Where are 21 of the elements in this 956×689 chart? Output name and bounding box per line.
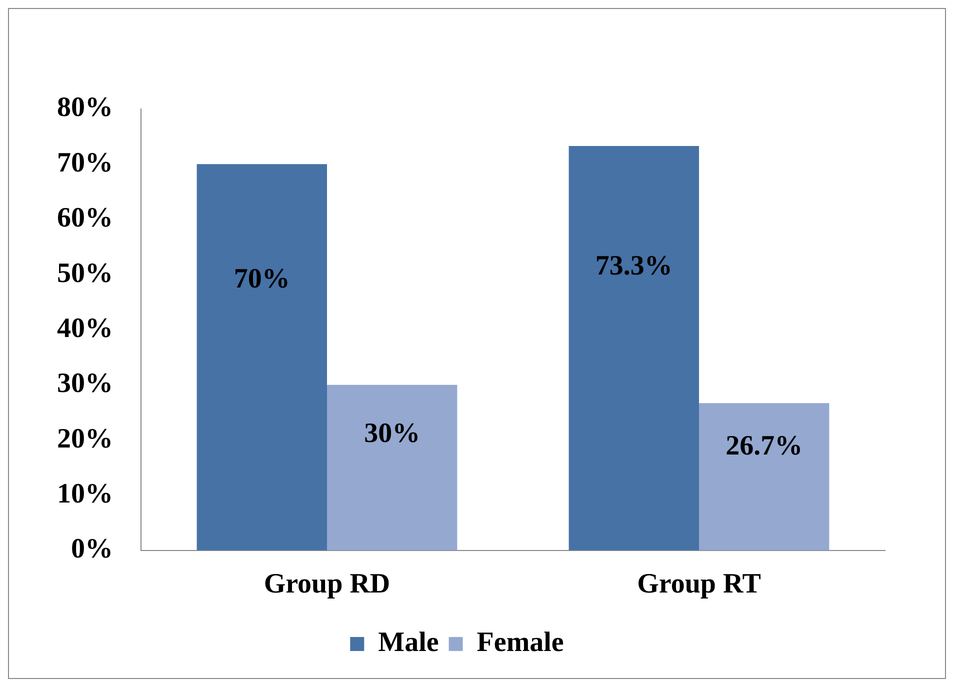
y-tick-label: 70%	[57, 147, 113, 178]
x-tick-label: Group RT	[637, 568, 762, 600]
bar	[327, 384, 458, 550]
legend-label: Male	[378, 627, 439, 658]
data-label: 70%	[234, 263, 290, 294]
y-tick-label: 10%	[57, 478, 113, 510]
y-tick-label: 30%	[57, 368, 113, 400]
y-tick-label: 40%	[57, 312, 113, 344]
bar	[568, 146, 699, 550]
data-label: 30%	[364, 418, 420, 449]
bar	[196, 164, 327, 550]
y-tick-label: 80%	[57, 92, 113, 124]
data-label: 26.7%	[726, 430, 803, 462]
legend-label: Female	[476, 627, 564, 658]
y-tick-label: 20%	[57, 423, 113, 454]
bar	[699, 403, 830, 550]
y-tick-label: 0%	[71, 534, 113, 565]
data-label: 73.3%	[595, 250, 672, 282]
y-tick-label: 50%	[57, 258, 113, 289]
y-tick-label: 60%	[57, 202, 113, 234]
x-tick-label: Group RD	[264, 568, 390, 600]
